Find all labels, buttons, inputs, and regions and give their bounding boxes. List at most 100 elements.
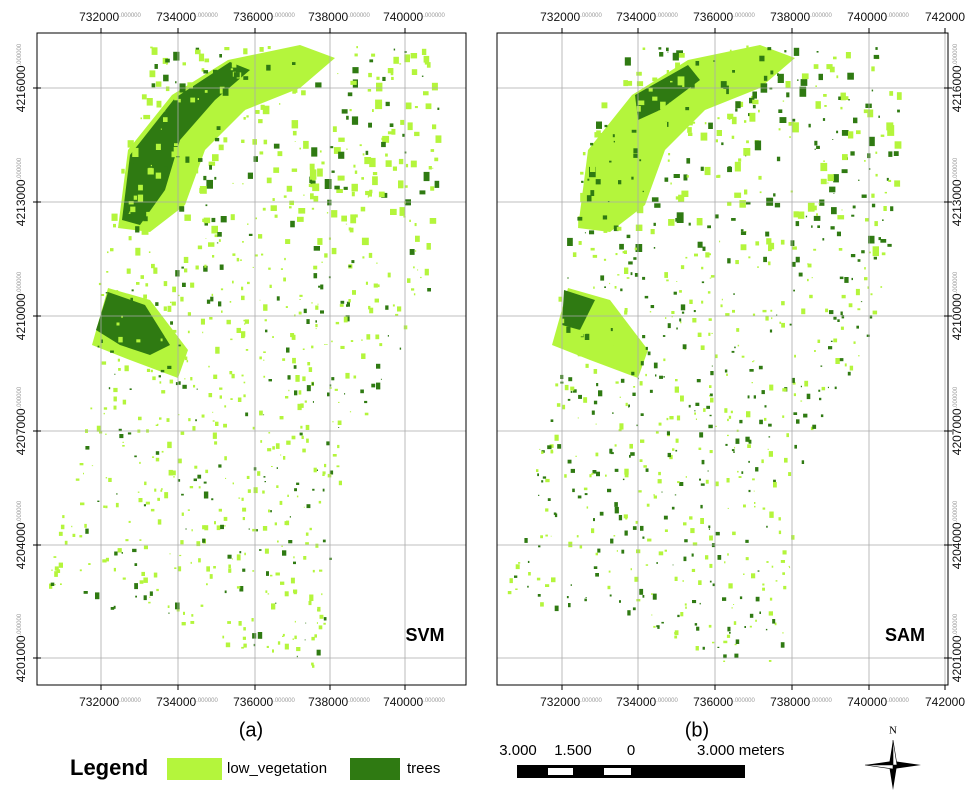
- vegetation-patch: [528, 572, 531, 576]
- vegetation-patch: [848, 303, 853, 308]
- vegetation-patch: [566, 326, 571, 333]
- vegetation-patch: [241, 374, 244, 377]
- vegetation-patch: [871, 66, 875, 72]
- vegetation-patch: [769, 511, 774, 518]
- vegetation-patch: [356, 46, 358, 49]
- vegetation-patch: [789, 136, 791, 138]
- vegetation-patch: [366, 334, 371, 340]
- vegetation-patch: [577, 216, 583, 221]
- vegetation-patch: [344, 393, 346, 395]
- vegetation-patch: [613, 140, 615, 143]
- vegetation-patch: [601, 102, 608, 109]
- vegetation-patch: [642, 536, 645, 539]
- vegetation-patch: [231, 62, 237, 68]
- vegetation-patch: [332, 454, 337, 457]
- vegetation-patch: [636, 71, 642, 76]
- vegetation-patch: [674, 386, 679, 393]
- vegetation-patch: [387, 68, 394, 74]
- vegetation-patch: [666, 279, 669, 282]
- vegetation-patch: [609, 340, 614, 346]
- vegetation-patch: [558, 344, 560, 347]
- vegetation-patch: [754, 140, 762, 151]
- vegetation-patch: [117, 358, 120, 362]
- vegetation-patch: [403, 325, 408, 330]
- vegetation-patch: [277, 151, 283, 157]
- vegetation-patch: [187, 82, 193, 89]
- vegetation-patch: [624, 308, 628, 313]
- vegetation-patch: [788, 565, 790, 567]
- vegetation-patch: [554, 605, 559, 612]
- map-panel: 732000.000000732000.000000734000.0000007…: [496, 10, 965, 709]
- vegetation-patch: [374, 298, 379, 303]
- vegetation-patch: [312, 55, 315, 58]
- vegetation-patch: [602, 215, 608, 220]
- vegetation-patch: [323, 622, 326, 625]
- vegetation-patch: [605, 474, 607, 477]
- vegetation-patch: [624, 530, 628, 536]
- vegetation-patch: [780, 642, 785, 648]
- vegetation-patch: [214, 137, 220, 142]
- vegetation-patch: [314, 634, 317, 638]
- vegetation-patch: [430, 186, 435, 191]
- vegetation-patch: [830, 340, 833, 342]
- vegetation-patch: [868, 235, 875, 244]
- vegetation-patch: [272, 649, 274, 653]
- vegetation-patch: [685, 606, 687, 609]
- vegetation-patch: [668, 219, 675, 226]
- scale-label: 3.000 meters: [697, 742, 785, 759]
- vegetation-patch: [103, 407, 108, 410]
- vegetation-patch: [127, 140, 134, 148]
- vegetation-patch: [178, 294, 180, 297]
- vegetation-patch: [395, 313, 399, 316]
- vegetation-patch: [72, 533, 76, 537]
- vegetation-patch: [684, 349, 686, 351]
- vegetation-patch: [319, 150, 322, 153]
- vegetation-patch: [407, 103, 409, 105]
- vegetation-patch: [887, 125, 895, 136]
- vegetation-patch: [209, 574, 213, 579]
- vegetation-patch: [828, 346, 833, 350]
- vegetation-patch: [734, 346, 736, 349]
- coordinate-decimals: .000000: [733, 13, 755, 19]
- coordinate-label: 4216000.000000: [950, 43, 964, 112]
- vegetation-patch: [634, 247, 637, 251]
- vegetation-patch: [96, 425, 101, 432]
- coordinate-decimals: .000000: [580, 13, 602, 19]
- vegetation-patch: [773, 482, 777, 488]
- vegetation-patch: [409, 249, 415, 255]
- vegetation-patch: [150, 369, 153, 373]
- vegetation-patch: [236, 257, 240, 262]
- vegetation-patch: [289, 206, 292, 209]
- vegetation-patch: [671, 311, 675, 314]
- vegetation-patch: [193, 384, 196, 388]
- vegetation-patch: [680, 321, 682, 324]
- vegetation-patch: [743, 504, 746, 508]
- vegetation-patch: [671, 506, 675, 510]
- coordinate-label: 738000.000000: [308, 695, 370, 709]
- vegetation-patch: [315, 324, 318, 328]
- vegetation-patch: [140, 275, 144, 279]
- vegetation-patch: [145, 283, 149, 287]
- vegetation-patch: [616, 226, 622, 231]
- vegetation-patch: [630, 452, 635, 456]
- vegetation-patch: [244, 323, 246, 325]
- vegetation-patch: [288, 389, 290, 392]
- vegetation-patch: [685, 107, 690, 111]
- vegetation-patch: [759, 419, 763, 425]
- vegetation-patch: [205, 469, 209, 474]
- vegetation-patch: [128, 201, 134, 205]
- vegetation-patch: [604, 286, 606, 288]
- north-label: N: [889, 725, 897, 737]
- tree-area: [96, 292, 170, 355]
- vegetation-patch: [628, 404, 630, 407]
- vegetation-patch: [116, 290, 119, 292]
- vegetation-patch: [593, 400, 598, 405]
- vegetation-patch: [232, 482, 234, 485]
- vegetation-patch: [267, 448, 272, 452]
- vegetation-patch: [614, 286, 617, 289]
- vegetation-patch: [795, 221, 800, 227]
- vegetation-patch: [294, 620, 296, 623]
- vegetation-patch: [627, 610, 631, 616]
- vegetation-patch: [256, 529, 258, 532]
- vegetation-patch: [242, 517, 245, 521]
